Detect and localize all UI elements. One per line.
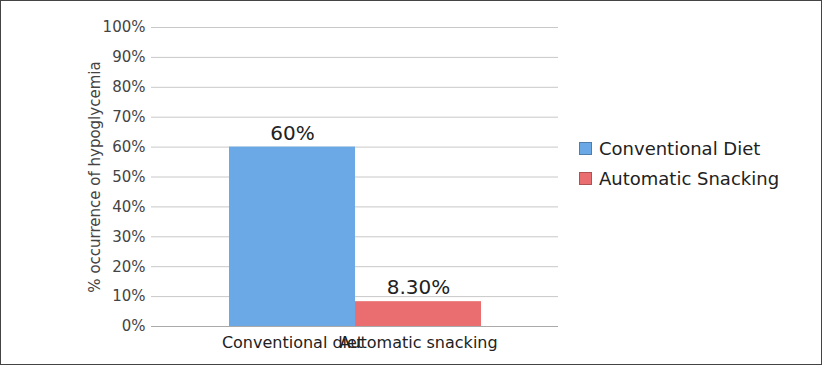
svg-text:60%: 60% — [270, 121, 314, 145]
html-text:Conventional Diet: Conventional Diet — [599, 137, 761, 159]
svg-text:0%: 0% — [122, 317, 146, 335]
svg-text:20%: 20% — [112, 258, 145, 276]
svg-text:Automatic snacking: Automatic snacking — [339, 333, 497, 352]
svg-text:80%: 80% — [112, 78, 145, 96]
svg-text:% occurrence of hypoglycemia: % occurrence of hypoglycemia — [86, 61, 104, 292]
svg-text:70%: 70% — [112, 108, 145, 126]
svg-text:50%: 50% — [112, 168, 145, 186]
svg-text:Conventional diet: Conventional diet — [221, 332, 364, 352]
svg-text:90%: 90% — [112, 48, 145, 66]
svg-text:60%: 60% — [112, 138, 145, 156]
svg-text:30%: 30% — [112, 228, 145, 246]
svg-text:40%: 40% — [112, 198, 145, 216]
svg-text:100%: 100% — [103, 18, 146, 36]
svg-text:8.30%: 8.30% — [387, 275, 451, 299]
html-text:Automatic Snacking: Automatic Snacking — [599, 167, 780, 189]
svg-text:10%: 10% — [112, 287, 145, 305]
